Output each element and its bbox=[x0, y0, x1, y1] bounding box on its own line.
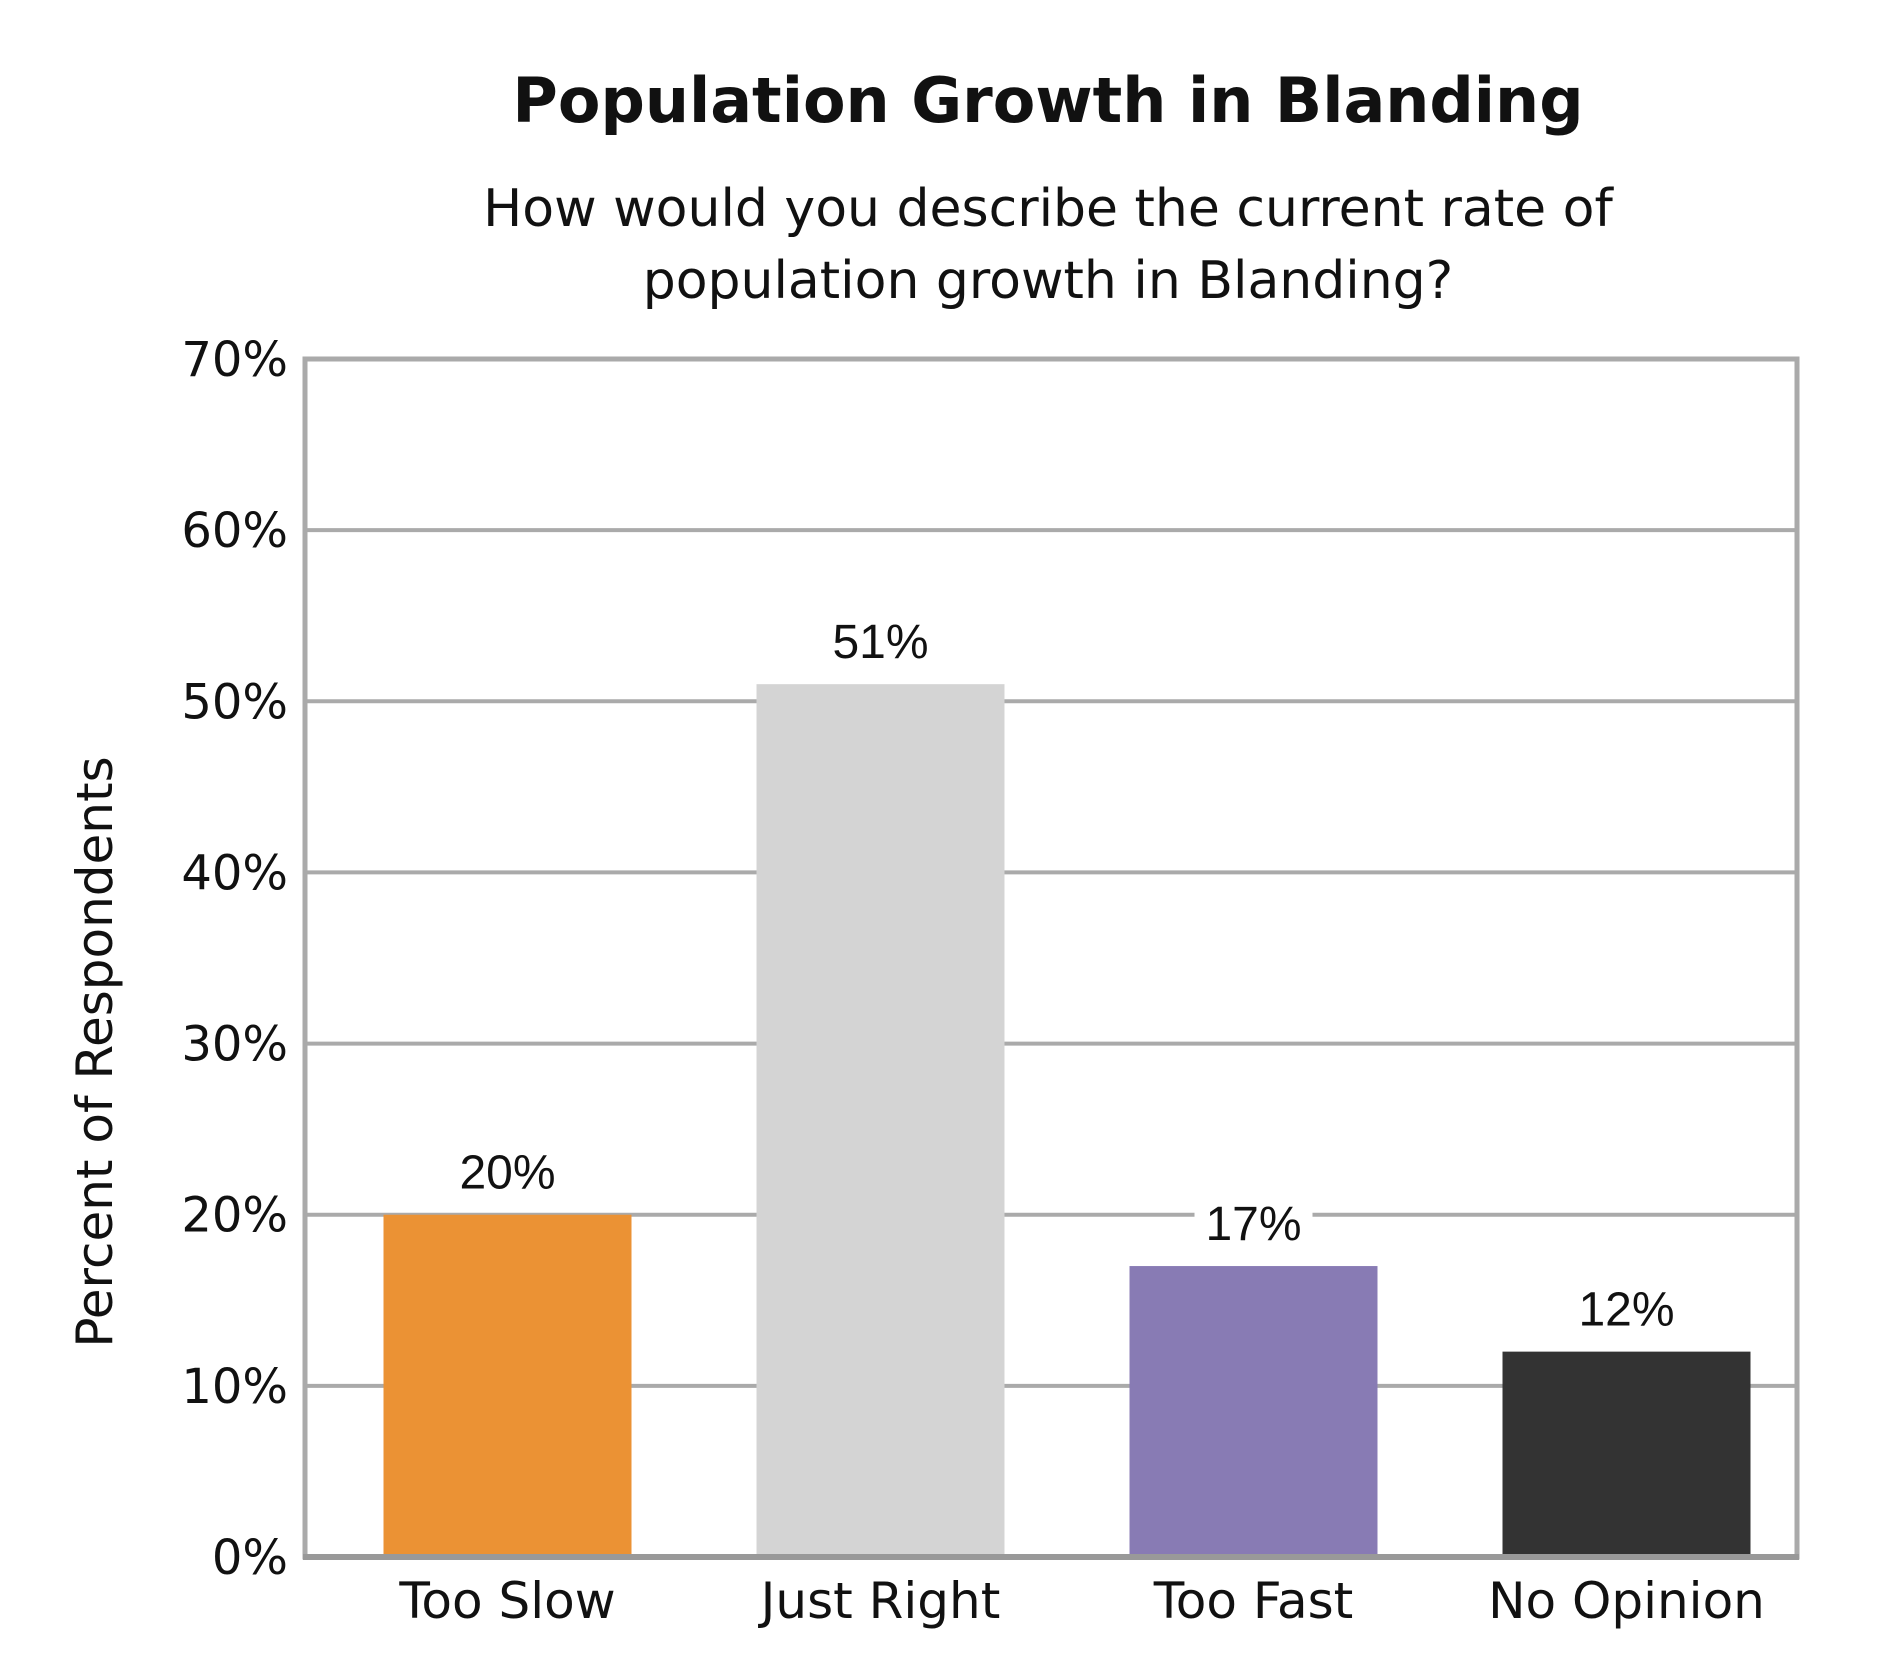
x-tick-label: Too Fast bbox=[1153, 1572, 1354, 1630]
x-tick-label: Too Slow bbox=[398, 1572, 615, 1630]
y-tick-label: 30% bbox=[181, 1017, 288, 1073]
value-label: 17% bbox=[1205, 1198, 1301, 1251]
chart-subtitle-line-1: How would you describe the current rate … bbox=[483, 179, 1614, 239]
value-label-bg bbox=[1194, 1198, 1313, 1251]
bar bbox=[1502, 1351, 1751, 1557]
y-tick-label: 10% bbox=[181, 1359, 288, 1415]
chart-title: Population Growth in Blanding bbox=[512, 64, 1583, 137]
plot-area: 0% 10% 20% 30% 40% 50% 60% 70% 20% 51% 17% 12% Too S… bbox=[181, 332, 1800, 1630]
value-label-bg bbox=[448, 1146, 567, 1199]
y-tick-label: 60% bbox=[181, 503, 288, 559]
bar bbox=[1129, 1266, 1378, 1557]
y-axis-title: Percent of Respondents bbox=[66, 756, 124, 1347]
y-tick-label: 20% bbox=[181, 1188, 288, 1244]
value-label: 51% bbox=[832, 616, 928, 669]
value-label-bg bbox=[821, 616, 940, 669]
y-tick-label: 70% bbox=[181, 332, 288, 388]
y-tick-label: 0% bbox=[212, 1530, 288, 1586]
value-label: 20% bbox=[459, 1147, 555, 1200]
bar bbox=[756, 684, 1005, 1557]
bar bbox=[383, 1214, 632, 1557]
value-label-bg bbox=[1567, 1283, 1686, 1336]
chart-subtitle-line-2: population growth in Blanding? bbox=[643, 251, 1454, 311]
value-label: 12% bbox=[1578, 1284, 1674, 1337]
x-tick-label: No Opinion bbox=[1488, 1572, 1765, 1630]
y-tick-label: 50% bbox=[181, 674, 288, 730]
x-tick-label: Just Right bbox=[758, 1572, 1001, 1630]
y-tick-label: 40% bbox=[181, 845, 288, 901]
